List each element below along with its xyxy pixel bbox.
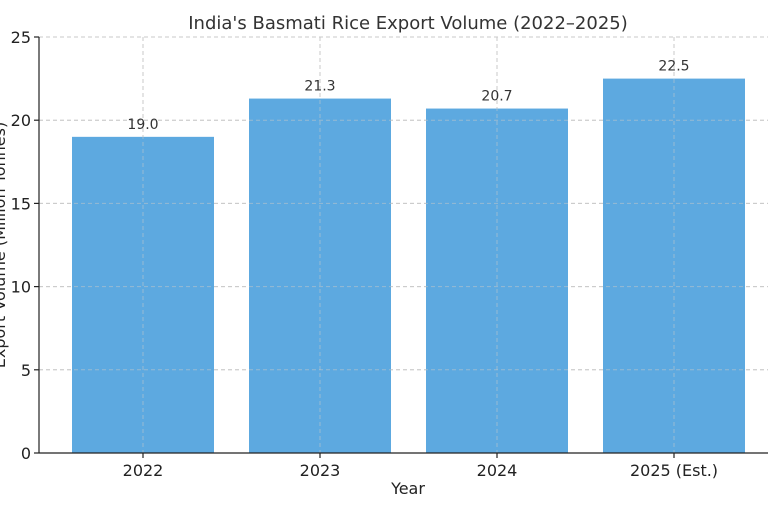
x-tick-label-0: 2022 [123, 461, 164, 480]
data-label-2: 20.7 [481, 89, 512, 105]
data-label-3: 22.5 [658, 59, 689, 75]
y-tick-label-4: 20 [11, 111, 31, 130]
y-tick-label-0: 0 [21, 444, 31, 463]
bar-0 [72, 136, 214, 453]
y-tick-label-5: 25 [11, 28, 31, 47]
chart-title: India's Basmati Rice Export Volume (2022… [188, 13, 628, 34]
y-tick-label-2: 10 [11, 278, 31, 297]
x-tick-label-1: 2023 [300, 461, 341, 480]
y-axis-label: Export Volume (Million Tonnes) [0, 122, 9, 368]
data-label-0: 19.0 [127, 117, 158, 133]
y-tick-label-1: 5 [21, 361, 31, 380]
axes-layer: 0 5 10 15 20 25 2022 2023 2024 2025 (Est.) [11, 28, 768, 480]
x-tick-label-3: 2025 (Est.) [630, 461, 718, 480]
x-axis-label: Year [390, 479, 425, 498]
x-tick-label-2: 2024 [477, 461, 518, 480]
data-label-1: 21.3 [304, 79, 335, 95]
data-labels-layer: 19.0 21.3 20.7 22.5 [127, 59, 689, 133]
bars-layer [39, 36, 768, 454]
y-tick-label-3: 15 [11, 194, 31, 213]
